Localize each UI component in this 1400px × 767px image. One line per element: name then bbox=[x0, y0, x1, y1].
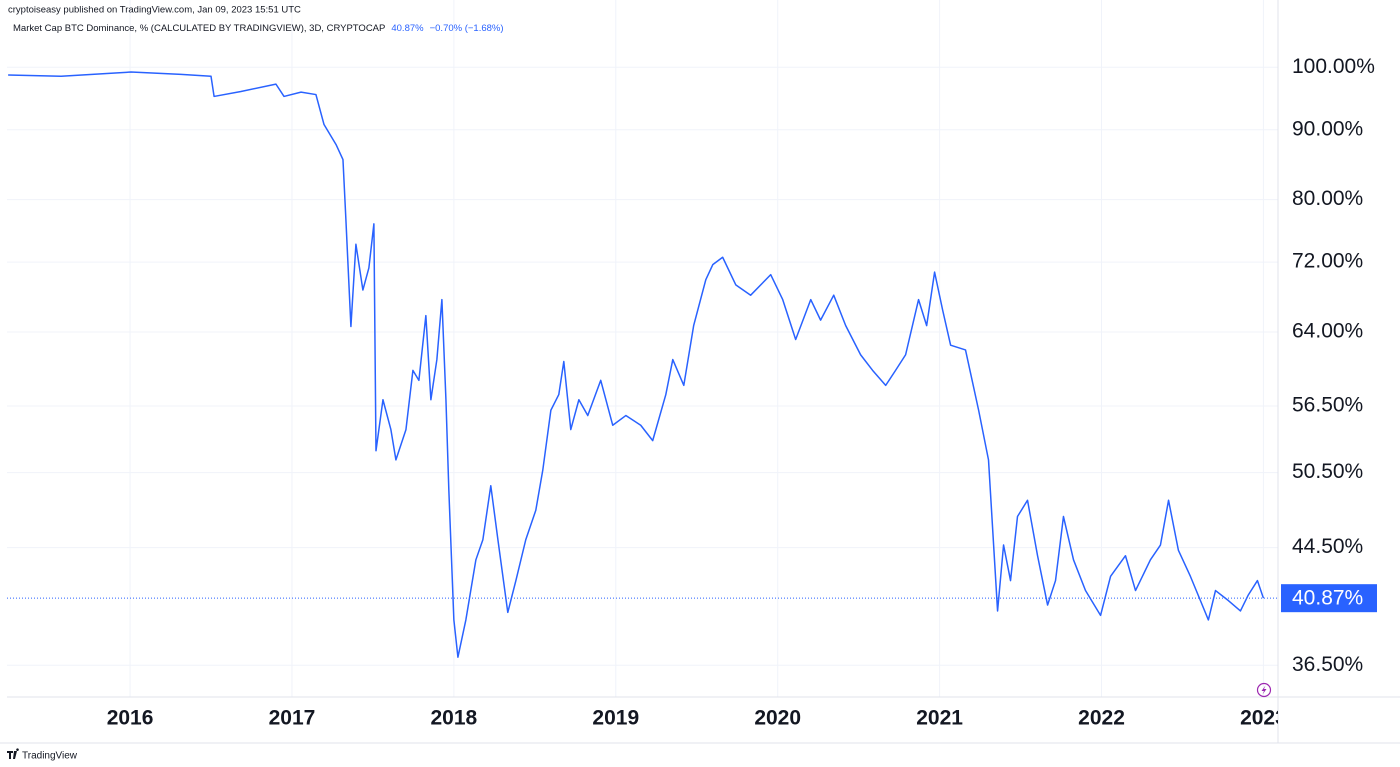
x-tick-label: 2021 bbox=[916, 707, 963, 730]
legend-value: 40.87% bbox=[391, 23, 424, 34]
y-tick-label: 64.00% bbox=[1292, 320, 1363, 343]
y-tick-label: 90.00% bbox=[1292, 117, 1363, 140]
x-tick-label: 2019 bbox=[592, 707, 639, 730]
y-tick-label: 80.00% bbox=[1292, 187, 1363, 210]
x-tick-label: 2016 bbox=[107, 707, 154, 730]
brand-name: TradingView bbox=[22, 751, 78, 762]
legend-change: −0.70% (−1.68%) bbox=[430, 23, 504, 34]
x-tick-label: 2020 bbox=[754, 707, 801, 730]
published-note: cryptoiseasy published on TradingView.co… bbox=[8, 5, 301, 16]
y-tick-label: 72.00% bbox=[1292, 250, 1363, 273]
plot bbox=[7, 71, 1278, 658]
last-value-box bbox=[1281, 584, 1377, 613]
brand-logo bbox=[7, 748, 19, 759]
y-tick-label: 36.50% bbox=[1292, 653, 1363, 676]
y-tick-label: 44.50% bbox=[1292, 535, 1363, 558]
x-tick-label: 2022 bbox=[1078, 707, 1125, 730]
x-tick-label: 2018 bbox=[431, 707, 478, 730]
price-line bbox=[8, 71, 1265, 658]
y-tick-label: 56.50% bbox=[1292, 394, 1363, 417]
grid bbox=[7, 0, 1278, 697]
x-tick-label: 2017 bbox=[269, 707, 316, 730]
legend: Market Cap BTC Dominance, % (CALCULATED … bbox=[13, 23, 504, 34]
x-tick-label: 2023 bbox=[1240, 707, 1287, 730]
last-value-label: 40.87% bbox=[1292, 587, 1363, 610]
y-tick-label: 100.00% bbox=[1292, 55, 1375, 78]
legend-title: Market Cap BTC Dominance, % (CALCULATED … bbox=[13, 23, 385, 34]
lightning-icon bbox=[1256, 682, 1272, 698]
y-tick-label: 50.50% bbox=[1292, 460, 1363, 483]
